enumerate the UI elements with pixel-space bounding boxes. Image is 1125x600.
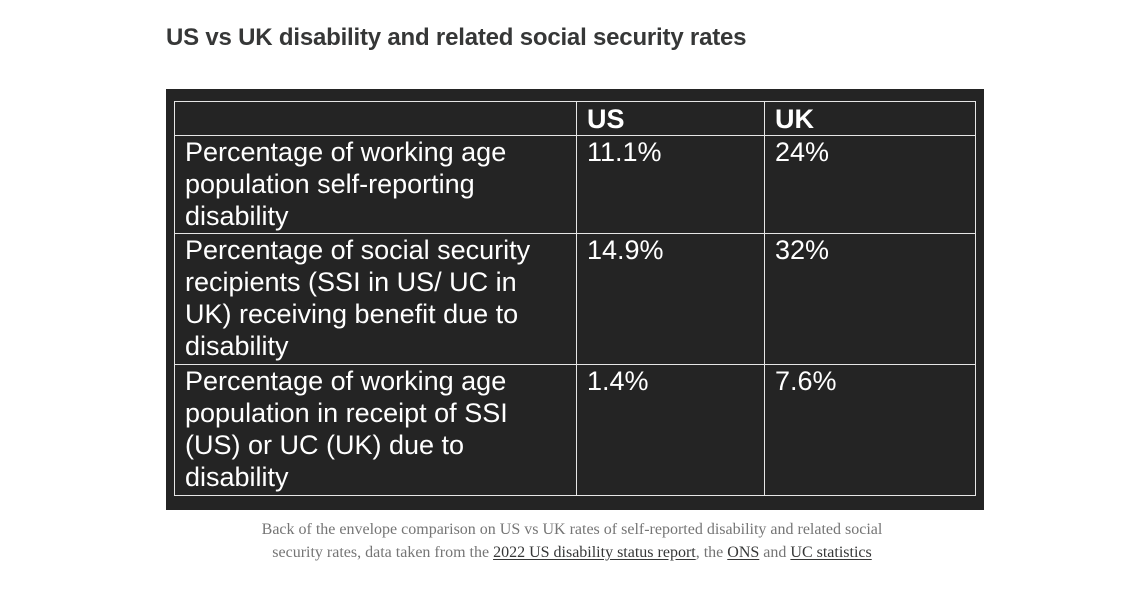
us-disability-report-link[interactable]: 2022 US disability status report — [493, 544, 696, 561]
row-label: Percentage of working age population sel… — [174, 135, 577, 234]
header-cell-empty — [174, 101, 577, 136]
uk-value: 7.6% — [764, 364, 976, 496]
table-row: Percentage of social security recipients… — [174, 233, 976, 365]
caption-text: and — [759, 544, 791, 561]
table-header-row: US UK — [174, 101, 976, 136]
ons-link[interactable]: ONS — [727, 544, 760, 561]
uk-value: 24% — [764, 135, 976, 234]
caption-text: Back of the envelope comparison on US vs… — [261, 521, 883, 561]
caption-text: , the — [695, 544, 728, 561]
comparison-table: US UK Percentage of working age populati… — [174, 101, 976, 496]
header-cell-us: US — [576, 101, 765, 136]
uc-statistics-link[interactable]: UC statistics — [790, 544, 872, 561]
row-label: Percentage of working age population in … — [174, 364, 577, 496]
header-cell-uk: UK — [764, 101, 976, 136]
comparison-table-image: US UK Percentage of working age populati… — [166, 89, 984, 510]
us-value: 14.9% — [576, 233, 765, 365]
table-row: Percentage of working age population sel… — [174, 135, 976, 234]
section-heading: US vs UK disability and related social s… — [166, 24, 747, 51]
us-value: 11.1% — [576, 135, 765, 234]
figure-caption: Back of the envelope comparison on US vs… — [250, 518, 894, 564]
row-label: Percentage of social security recipients… — [174, 233, 577, 365]
table-row: Percentage of working age population in … — [174, 364, 976, 496]
us-value: 1.4% — [576, 364, 765, 496]
uk-value: 32% — [764, 233, 976, 365]
